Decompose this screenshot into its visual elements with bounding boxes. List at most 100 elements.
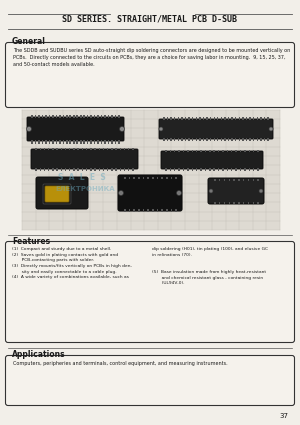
Bar (90, 140, 92, 144)
FancyBboxPatch shape (5, 355, 295, 405)
Bar (229, 178, 230, 181)
Bar (217, 117, 218, 120)
Bar (199, 117, 201, 120)
Bar (115, 114, 116, 118)
Bar (257, 178, 259, 181)
Bar (214, 178, 216, 181)
Bar (49, 140, 50, 144)
Bar (42, 114, 43, 118)
Bar (192, 168, 193, 170)
Bar (116, 147, 117, 150)
Bar (178, 138, 179, 141)
Bar (62, 140, 64, 144)
Bar (104, 114, 106, 118)
Bar (52, 147, 54, 150)
Bar (178, 150, 180, 152)
Bar (236, 168, 237, 170)
Bar (97, 114, 99, 118)
Text: SD SERIES. STRAIGHT/METAL PCB D-SUB: SD SERIES. STRAIGHT/METAL PCB D-SUB (62, 14, 238, 23)
Bar (87, 114, 88, 118)
Bar (170, 117, 172, 120)
Bar (70, 114, 71, 118)
Bar (196, 150, 197, 152)
Bar (192, 117, 194, 120)
Bar (108, 140, 109, 144)
Bar (233, 178, 235, 181)
Bar (221, 138, 222, 141)
Bar (128, 147, 130, 150)
Bar (61, 147, 62, 150)
Bar (87, 140, 88, 144)
Bar (77, 168, 79, 170)
Bar (203, 138, 204, 141)
Bar (48, 147, 50, 150)
Bar (187, 150, 189, 152)
Bar (209, 168, 211, 170)
Bar (138, 209, 140, 212)
Bar (138, 176, 140, 179)
Bar (219, 178, 220, 181)
Bar (165, 168, 167, 170)
Bar (124, 209, 126, 212)
Bar (256, 117, 258, 120)
Bar (187, 168, 189, 170)
Bar (94, 168, 96, 170)
Bar (238, 138, 240, 141)
Bar (120, 147, 121, 150)
Bar (73, 168, 75, 170)
Bar (192, 138, 194, 141)
Circle shape (118, 190, 124, 196)
Bar (267, 138, 269, 141)
Bar (129, 176, 130, 179)
Bar (35, 140, 36, 144)
Bar (249, 117, 251, 120)
Bar (56, 168, 58, 170)
Bar (199, 138, 201, 141)
Bar (210, 117, 211, 120)
Bar (264, 117, 265, 120)
Text: S  A  L  E  S: S A L E S (58, 173, 106, 181)
Bar (56, 140, 57, 144)
Bar (233, 202, 235, 204)
Bar (108, 114, 109, 118)
Bar (178, 117, 179, 120)
Bar (161, 176, 163, 179)
Bar (228, 117, 229, 120)
Bar (40, 168, 41, 170)
Bar (205, 150, 206, 152)
Bar (226, 168, 228, 170)
FancyBboxPatch shape (45, 186, 69, 202)
Bar (236, 150, 237, 152)
Bar (238, 117, 240, 120)
Text: The SDDB and SUDBU series SD auto-straight dip soldering connectors are designed: The SDDB and SUDBU series SD auto-straig… (13, 48, 290, 67)
Bar (94, 114, 95, 118)
Bar (65, 147, 66, 150)
Bar (235, 138, 236, 141)
Bar (192, 150, 193, 152)
Text: Computers, peripheries and terminals, control equipment, and measuring instrumen: Computers, peripheries and terminals, co… (13, 361, 228, 366)
Bar (242, 138, 244, 141)
Bar (83, 140, 85, 144)
Bar (107, 147, 108, 150)
Text: General: General (12, 37, 46, 46)
Bar (244, 150, 246, 152)
Bar (56, 114, 57, 118)
Bar (35, 168, 37, 170)
Bar (80, 140, 82, 144)
Bar (210, 138, 211, 141)
Bar (264, 138, 265, 141)
Bar (170, 138, 172, 141)
Bar (70, 140, 71, 144)
Bar (243, 178, 244, 181)
Bar (76, 140, 78, 144)
Bar (224, 117, 226, 120)
Bar (196, 168, 197, 170)
Bar (243, 202, 244, 204)
Bar (143, 176, 144, 179)
Bar (267, 117, 269, 120)
Bar (66, 114, 68, 118)
Bar (214, 202, 216, 204)
Bar (185, 138, 186, 141)
FancyBboxPatch shape (31, 149, 138, 169)
Bar (246, 117, 247, 120)
